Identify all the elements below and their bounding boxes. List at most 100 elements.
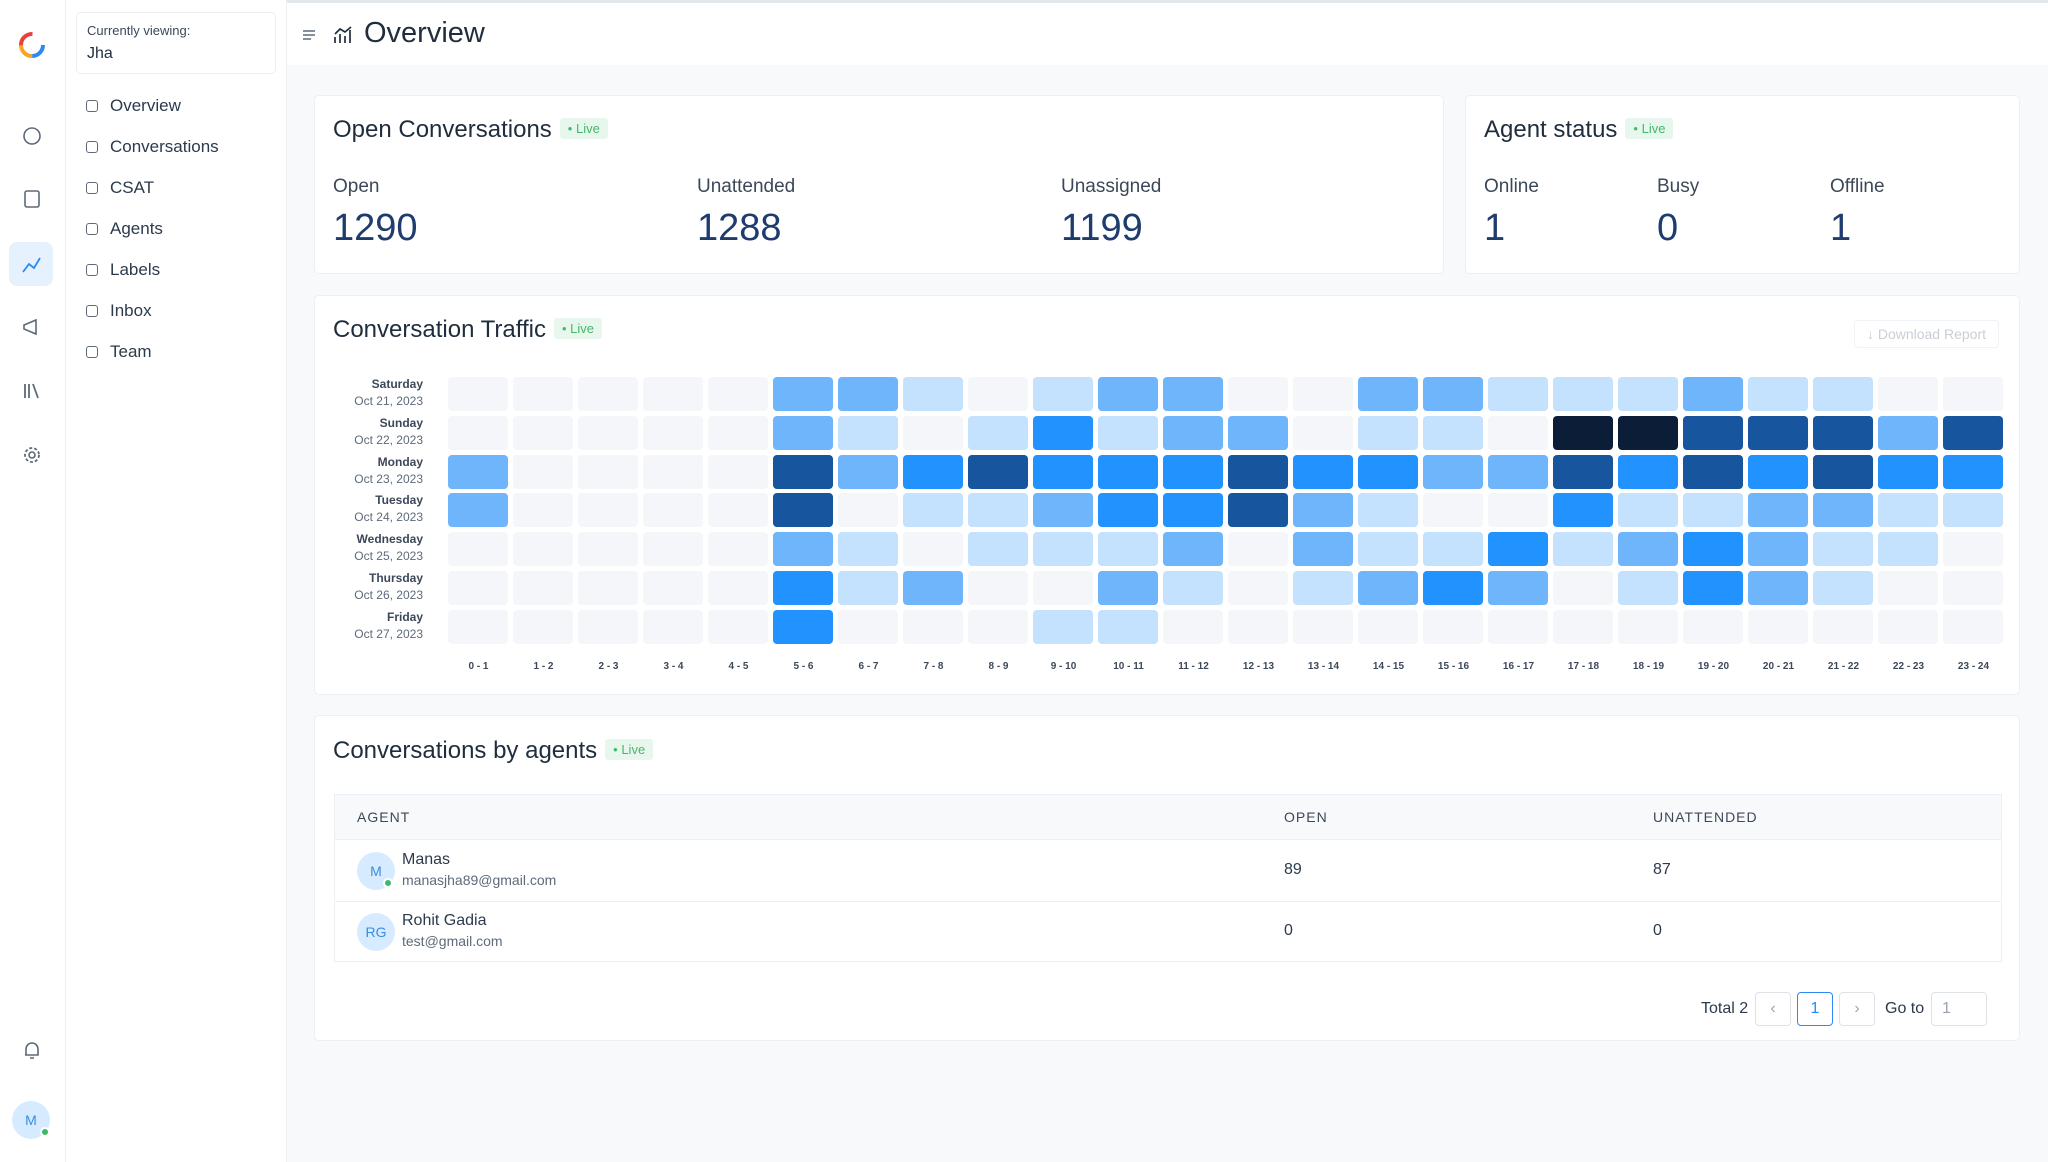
heatmap-cell[interactable]	[708, 571, 768, 605]
heatmap-cell[interactable]	[1618, 415, 1678, 450]
heatmap-cell[interactable]	[773, 609, 833, 644]
heatmap-cell[interactable]	[1358, 377, 1418, 411]
heatmap-cell[interactable]	[1943, 415, 2003, 450]
heatmap-cell[interactable]	[708, 532, 768, 567]
heatmap-cell[interactable]	[578, 532, 638, 567]
heatmap-cell[interactable]	[643, 377, 703, 411]
heatmap-cell[interactable]	[773, 493, 833, 528]
heatmap-cell[interactable]	[643, 415, 703, 450]
heatmap-cell[interactable]	[1813, 415, 1873, 450]
heatmap-cell[interactable]	[1618, 609, 1678, 644]
heatmap-cell[interactable]	[1878, 377, 1938, 411]
heatmap-cell[interactable]	[1423, 609, 1483, 644]
heatmap-cell[interactable]	[1748, 454, 1808, 489]
heatmap-cell[interactable]	[513, 415, 573, 450]
heatmap-cell[interactable]	[1228, 609, 1288, 644]
heatmap-cell[interactable]	[1488, 415, 1548, 450]
heatmap-cell[interactable]	[1488, 571, 1548, 605]
heatmap-cell[interactable]	[903, 454, 963, 489]
heatmap-cell[interactable]	[643, 609, 703, 644]
heatmap-cell[interactable]	[838, 571, 898, 605]
heatmap-cell[interactable]	[1878, 415, 1938, 450]
heatmap-cell[interactable]	[708, 377, 768, 411]
heatmap-cell[interactable]	[1293, 609, 1353, 644]
heatmap-cell[interactable]	[513, 571, 573, 605]
heatmap-cell[interactable]	[1683, 377, 1743, 411]
heatmap-cell[interactable]	[1488, 454, 1548, 489]
heatmap-cell[interactable]	[1163, 493, 1223, 528]
heatmap-cell[interactable]	[968, 454, 1028, 489]
heatmap-cell[interactable]	[903, 493, 963, 528]
heatmap-cell[interactable]	[513, 609, 573, 644]
heatmap-cell[interactable]	[1358, 454, 1418, 489]
heatmap-cell[interactable]	[708, 609, 768, 644]
menu-item[interactable]: Conversations	[110, 137, 219, 156]
heatmap-cell[interactable]	[1813, 571, 1873, 605]
heatmap-cell[interactable]	[708, 415, 768, 450]
heatmap-cell[interactable]	[1748, 377, 1808, 411]
heatmap-cell[interactable]	[1033, 609, 1093, 644]
notifications-icon[interactable]	[21, 1039, 43, 1061]
heatmap-cell[interactable]	[1748, 532, 1808, 567]
heatmap-cell[interactable]	[1813, 493, 1873, 528]
heatmap-cell[interactable]	[1683, 532, 1743, 567]
menu-item[interactable]: Labels	[110, 260, 161, 279]
heatmap-cell[interactable]	[1943, 377, 2003, 411]
conversations-icon[interactable]	[21, 125, 43, 147]
heatmap-cell[interactable]	[773, 454, 833, 489]
heatmap-cell[interactable]	[1228, 377, 1288, 411]
heatmap-cell[interactable]	[1943, 571, 2003, 605]
heatmap-cell[interactable]	[903, 415, 963, 450]
heatmap-cell[interactable]	[1618, 377, 1678, 411]
heatmap-cell[interactable]	[1228, 571, 1288, 605]
heatmap-cell[interactable]	[1228, 493, 1288, 528]
heatmap-cell[interactable]	[1423, 493, 1483, 528]
heatmap-cell[interactable]	[968, 609, 1028, 644]
heatmap-cell[interactable]	[903, 532, 963, 567]
heatmap-cell[interactable]	[448, 493, 508, 528]
heatmap-cell[interactable]	[1293, 571, 1353, 605]
heatmap-cell[interactable]	[1423, 454, 1483, 489]
heatmap-cell[interactable]	[903, 571, 963, 605]
heatmap-cell[interactable]	[1293, 415, 1353, 450]
heatmap-cell[interactable]	[1748, 415, 1808, 450]
heatmap-cell[interactable]	[1228, 532, 1288, 567]
heatmap-cell[interactable]	[1683, 454, 1743, 489]
heatmap-cell[interactable]	[1748, 609, 1808, 644]
heatmap-cell[interactable]	[1553, 493, 1613, 528]
menu-item[interactable]: CSAT	[110, 178, 155, 197]
heatmap-cell[interactable]	[1488, 532, 1548, 567]
heatmap-cell[interactable]	[1683, 493, 1743, 528]
heatmap-cell[interactable]	[1358, 415, 1418, 450]
heatmap-cell[interactable]	[838, 532, 898, 567]
heatmap-cell[interactable]	[1943, 609, 2003, 644]
heatmap-cell[interactable]	[1943, 454, 2003, 489]
heatmap-cell[interactable]	[1423, 571, 1483, 605]
heatmap-cell[interactable]	[1618, 493, 1678, 528]
heatmap-cell[interactable]	[1878, 454, 1938, 489]
heatmap-cell[interactable]	[1163, 532, 1223, 567]
heatmap-cell[interactable]	[903, 377, 963, 411]
heatmap-cell[interactable]	[1553, 609, 1613, 644]
heatmap-cell[interactable]	[1163, 454, 1223, 489]
heatmap-cell[interactable]	[968, 415, 1028, 450]
heatmap-cell[interactable]	[1293, 377, 1353, 411]
menu-item[interactable]: Team	[110, 342, 152, 361]
heatmap-cell[interactable]	[968, 571, 1028, 605]
heatmap-cell[interactable]	[1358, 493, 1418, 528]
heatmap-cell[interactable]	[1748, 493, 1808, 528]
heatmap-cell[interactable]	[1683, 609, 1743, 644]
heatmap-cell[interactable]	[1228, 415, 1288, 450]
heatmap-cell[interactable]	[448, 609, 508, 644]
heatmap-cell[interactable]	[1813, 532, 1873, 567]
heatmap-cell[interactable]	[1033, 377, 1093, 411]
heatmap-cell[interactable]	[1098, 609, 1158, 644]
heatmap-cell[interactable]	[708, 493, 768, 528]
menu-item[interactable]: Overview	[110, 96, 181, 115]
heatmap-cell[interactable]	[1488, 609, 1548, 644]
heatmap-cell[interactable]	[773, 532, 833, 567]
menu-item[interactable]: Inbox	[110, 301, 152, 320]
heatmap-cell[interactable]	[448, 571, 508, 605]
heatmap-cell[interactable]	[1748, 571, 1808, 605]
heatmap-cell[interactable]	[1618, 454, 1678, 489]
